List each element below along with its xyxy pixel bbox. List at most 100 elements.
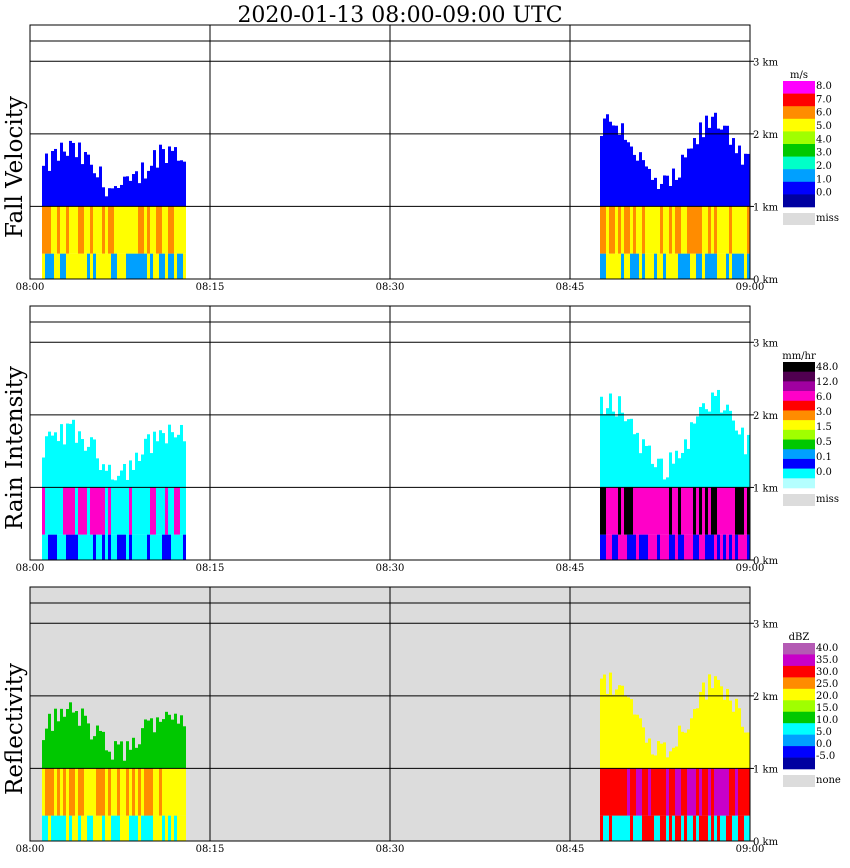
time-tick-label: 08:00 bbox=[16, 844, 45, 855]
echo-cell bbox=[63, 768, 66, 816]
echo-cell bbox=[645, 166, 648, 207]
echo-cell bbox=[165, 443, 168, 488]
echo-cell bbox=[42, 534, 45, 560]
echo-cell bbox=[153, 206, 156, 254]
echo-cell bbox=[678, 458, 681, 488]
echo-cell bbox=[99, 206, 102, 254]
echo-cell bbox=[162, 487, 165, 535]
echo-cell bbox=[744, 253, 747, 279]
echo-cell bbox=[144, 178, 147, 207]
echo-cell bbox=[126, 479, 129, 488]
echo-cell bbox=[90, 164, 93, 207]
legend-label: 1.0 bbox=[816, 174, 832, 185]
legend-swatch bbox=[783, 734, 815, 747]
echo-cell bbox=[102, 534, 105, 560]
echo-cell bbox=[621, 768, 624, 816]
echo-cell bbox=[69, 253, 72, 279]
echo-cell bbox=[132, 469, 135, 488]
echo-cell bbox=[639, 487, 642, 535]
echo-cell bbox=[717, 128, 720, 207]
echo-cell bbox=[147, 206, 150, 254]
echo-cell bbox=[93, 439, 96, 488]
echo-cell bbox=[96, 206, 99, 254]
height-tick-label: 2 km bbox=[753, 692, 779, 703]
echo-cell bbox=[660, 743, 663, 769]
echo-cell bbox=[147, 768, 150, 816]
echo-cell bbox=[84, 152, 87, 207]
legend-label: 3.0 bbox=[816, 407, 832, 418]
echo-cell bbox=[87, 446, 90, 488]
echo-cell bbox=[177, 815, 180, 841]
echo-cell bbox=[630, 418, 633, 488]
echo-cell bbox=[624, 695, 627, 769]
echo-cell bbox=[105, 206, 108, 254]
echo-cell bbox=[675, 487, 678, 535]
echo-cell bbox=[42, 253, 45, 279]
echo-cell bbox=[99, 487, 102, 535]
echo-cell bbox=[603, 118, 606, 207]
echo-cell bbox=[42, 815, 45, 841]
echo-cell bbox=[693, 768, 696, 816]
echo-cell bbox=[150, 768, 153, 816]
echo-cell bbox=[738, 434, 741, 488]
echo-cell bbox=[723, 815, 726, 841]
echo-cell bbox=[672, 463, 675, 488]
echo-cell bbox=[726, 487, 729, 535]
echo-cell bbox=[600, 253, 603, 279]
echo-cell bbox=[609, 815, 612, 841]
legend-label: 1.5 bbox=[816, 422, 832, 433]
echo-cell bbox=[708, 127, 711, 207]
echo-cell bbox=[732, 138, 735, 207]
echo-cell bbox=[633, 534, 636, 560]
echo-cell bbox=[132, 737, 135, 769]
echo-cell bbox=[144, 768, 147, 816]
echo-cell bbox=[696, 815, 699, 841]
grid bbox=[30, 306, 750, 560]
echo-cell bbox=[111, 487, 114, 535]
echo-cell bbox=[639, 768, 642, 816]
echo-cell bbox=[114, 768, 117, 816]
echo-cell bbox=[717, 768, 720, 816]
echo-cell bbox=[729, 487, 732, 535]
legend-swatch bbox=[783, 449, 815, 460]
echo-cell bbox=[699, 815, 702, 841]
echo-cell bbox=[105, 196, 108, 207]
legend-unit: dBZ bbox=[789, 632, 810, 643]
echo-cell bbox=[180, 715, 183, 769]
echo-cell bbox=[621, 534, 624, 560]
echo-cluster-1 bbox=[600, 672, 750, 841]
echo-cell bbox=[669, 534, 672, 560]
echo-cell bbox=[714, 815, 717, 841]
echo-cell bbox=[681, 253, 684, 279]
echo-cell bbox=[78, 815, 81, 841]
echo-cell bbox=[642, 160, 645, 207]
echo-cell bbox=[177, 534, 180, 560]
echo-cell bbox=[666, 477, 669, 488]
echo-cell bbox=[624, 768, 627, 816]
echo-cell bbox=[159, 815, 162, 841]
echo-cell bbox=[120, 184, 123, 207]
echo-cell bbox=[171, 534, 174, 560]
echo-cell bbox=[606, 693, 609, 769]
echo-cell bbox=[171, 487, 174, 535]
echo-cluster-1 bbox=[600, 389, 750, 560]
echo-cell bbox=[117, 534, 120, 560]
echo-cell bbox=[720, 768, 723, 816]
echo-cell bbox=[708, 674, 711, 769]
echo-cell bbox=[663, 534, 666, 560]
echo-cell bbox=[666, 534, 669, 560]
legend-swatch bbox=[783, 420, 815, 431]
echo-cell bbox=[168, 206, 171, 254]
echo-cell bbox=[600, 768, 603, 816]
legend-missing-label: miss bbox=[816, 213, 839, 224]
echo-cell bbox=[711, 768, 714, 816]
echo-cell bbox=[747, 153, 750, 207]
echo-cell bbox=[99, 534, 102, 560]
echo-cell bbox=[669, 185, 672, 207]
echo-cell bbox=[696, 534, 699, 560]
echo-cell bbox=[174, 534, 177, 560]
echo-cell bbox=[615, 768, 618, 816]
echo-cell bbox=[117, 744, 120, 769]
echo-cell bbox=[162, 149, 165, 207]
